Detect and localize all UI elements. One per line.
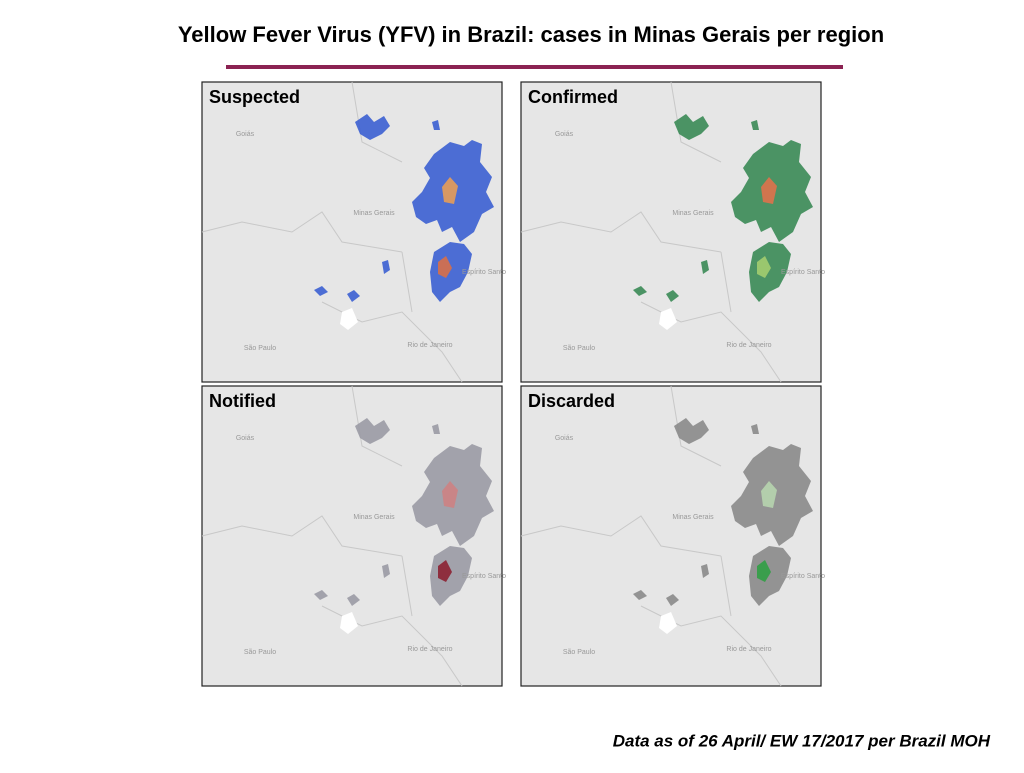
map-label: Goiás bbox=[555, 435, 574, 442]
white-patch bbox=[340, 308, 358, 330]
region-shape bbox=[355, 114, 390, 140]
state-border bbox=[520, 81, 782, 383]
region-highlight bbox=[761, 177, 777, 204]
map-panel: Goiás Minas Gerais Espírito Santo São Paulo… bbox=[201, 385, 506, 687]
region-highlight bbox=[442, 177, 458, 204]
map-panel: Goiás Minas Gerais Espírito Santo São Paulo… bbox=[520, 81, 825, 383]
map-label: São Paulo bbox=[244, 649, 276, 656]
region-shape bbox=[382, 260, 390, 274]
region-shape bbox=[347, 290, 360, 302]
state-border bbox=[520, 385, 782, 687]
region-shape bbox=[751, 120, 759, 130]
region-shape bbox=[666, 594, 679, 606]
map-background bbox=[201, 81, 503, 383]
region-shape bbox=[701, 564, 709, 578]
region-shape bbox=[382, 564, 390, 578]
panel-label: Discarded bbox=[528, 391, 615, 411]
region-shape bbox=[430, 546, 472, 606]
title: Yellow Fever Virus (YFV) in Brazil: case… bbox=[178, 22, 884, 47]
region-shape bbox=[666, 290, 679, 302]
map-label: Minas Gerais bbox=[353, 210, 395, 217]
region-highlight bbox=[757, 560, 771, 582]
panel-label: Confirmed bbox=[528, 87, 618, 107]
region-highlight bbox=[438, 560, 452, 582]
state-border bbox=[201, 81, 463, 383]
map-label: Espírito Santo bbox=[781, 269, 825, 276]
map-label: Rio de Janeiro bbox=[407, 342, 452, 349]
map-label: Espírito Santo bbox=[462, 573, 506, 580]
white-patch bbox=[659, 612, 677, 634]
map-background bbox=[520, 385, 822, 687]
map-background bbox=[520, 81, 822, 383]
map-label: Rio de Janeiro bbox=[407, 646, 452, 653]
map-label: Minas Gerais bbox=[672, 514, 714, 521]
region-shape bbox=[674, 114, 709, 140]
map-label: Rio de Janeiro bbox=[726, 342, 771, 349]
region-shape bbox=[347, 594, 360, 606]
region-shape bbox=[701, 260, 709, 274]
map-label: Espírito Santo bbox=[781, 573, 825, 580]
map-background bbox=[201, 385, 503, 687]
region-highlight bbox=[761, 481, 777, 508]
region-shape bbox=[749, 242, 791, 302]
map-label: São Paulo bbox=[563, 345, 595, 352]
region-shape bbox=[314, 286, 328, 296]
region-shape bbox=[633, 286, 647, 296]
region-shape bbox=[430, 242, 472, 302]
region-shape bbox=[751, 424, 759, 434]
region-shape bbox=[674, 418, 709, 444]
map-label: Goiás bbox=[555, 131, 574, 138]
region-highlight bbox=[757, 256, 771, 278]
panel-label: Suspected bbox=[209, 87, 300, 107]
map-label: Goiás bbox=[236, 435, 255, 442]
map-label: Rio de Janeiro bbox=[726, 646, 771, 653]
region-highlight bbox=[442, 481, 458, 508]
region-shape bbox=[749, 546, 791, 606]
region-shape bbox=[432, 424, 440, 434]
map-label: Minas Gerais bbox=[672, 210, 714, 217]
map-panel: Goiás Minas Gerais Espírito Santo São Paulo… bbox=[520, 385, 825, 687]
map-label: São Paulo bbox=[244, 345, 276, 352]
footnote: Data as of 26 April/ EW 17/2017 per Braz… bbox=[613, 731, 991, 750]
region-shape bbox=[314, 590, 328, 600]
map-label: Minas Gerais bbox=[353, 514, 395, 521]
region-shape bbox=[432, 120, 440, 130]
map-label: São Paulo bbox=[563, 649, 595, 656]
map-label: Espírito Santo bbox=[462, 269, 506, 276]
white-patch bbox=[340, 612, 358, 634]
region-shape bbox=[355, 418, 390, 444]
region-shape bbox=[633, 590, 647, 600]
region-highlight bbox=[438, 256, 452, 278]
map-panel: Goiás Minas Gerais Espírito Santo São Paulo… bbox=[201, 81, 506, 383]
panel-label: Notified bbox=[209, 391, 276, 411]
state-border bbox=[201, 385, 463, 687]
white-patch bbox=[659, 308, 677, 330]
map-label: Goiás bbox=[236, 131, 255, 138]
